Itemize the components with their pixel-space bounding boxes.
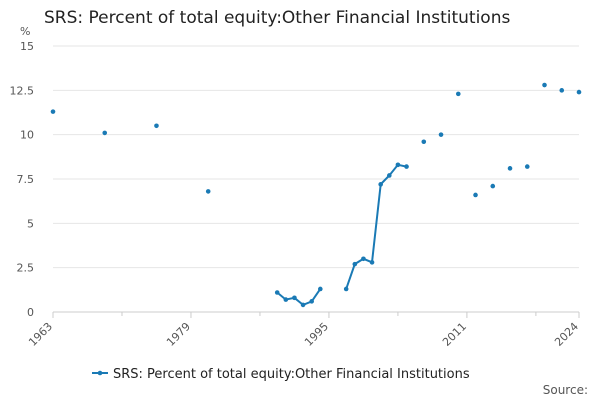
gridlines (53, 45, 579, 313)
data-point[interactable] (283, 297, 289, 302)
data-point[interactable] (154, 123, 159, 129)
y-tick-label: 0 (27, 306, 34, 319)
data-point[interactable] (300, 302, 306, 308)
series-layer (50, 82, 582, 308)
legend: SRS: Percent of total equity:Other Finan… (92, 367, 470, 382)
data-point[interactable] (473, 192, 478, 198)
data-point[interactable] (378, 182, 383, 187)
data-point[interactable] (361, 256, 366, 262)
y-tick-label: 15 (20, 40, 34, 53)
x-tick-label: 2024 (552, 320, 581, 349)
x-axis: 1963 1979 1995 2011 2024 (26, 312, 581, 349)
data-point[interactable] (343, 286, 349, 292)
data-point[interactable] (395, 162, 401, 168)
x-tick-label: 1979 (164, 320, 193, 349)
data-point[interactable] (404, 164, 409, 169)
y-axis-unit-label: % (20, 25, 30, 38)
x-tick-label: 1963 (26, 320, 55, 349)
series-line (276, 288, 322, 307)
x-tick-label: 1995 (302, 320, 331, 349)
data-point[interactable] (102, 130, 108, 136)
data-point[interactable] (50, 109, 56, 114)
y-tick-label: 5 (27, 217, 34, 230)
data-point[interactable] (576, 89, 582, 95)
data-point[interactable] (559, 88, 565, 93)
data-point[interactable] (455, 91, 461, 97)
chart-title: SRS: Percent of total equity:Other Finan… (44, 8, 511, 28)
data-point[interactable] (205, 189, 211, 194)
data-point[interactable] (318, 286, 323, 292)
data-point[interactable] (369, 260, 375, 265)
y-tick-label: 2.5 (17, 262, 35, 275)
data-point[interactable] (292, 295, 297, 301)
data-point[interactable] (490, 183, 496, 189)
data-point[interactable] (542, 82, 547, 88)
data-point[interactable] (421, 139, 427, 145)
data-point[interactable] (438, 132, 444, 137)
data-point[interactable] (386, 173, 392, 178)
y-tick-label: 10 (20, 129, 34, 142)
legend-item-label[interactable]: SRS: Percent of total equity:Other Finan… (113, 367, 470, 382)
data-point[interactable] (309, 299, 314, 304)
y-tick-label: 7.5 (17, 173, 35, 186)
y-axis: 0 2.5 5 7.5 10 12.5 15 (10, 40, 35, 319)
series-line (345, 163, 407, 290)
data-point[interactable] (507, 166, 513, 171)
legend-marker (97, 370, 103, 376)
data-point[interactable] (274, 290, 280, 295)
data-point[interactable] (352, 261, 358, 267)
y-tick-label: 12.5 (10, 84, 35, 97)
source-label: Source: (543, 383, 588, 397)
x-tick-label: 2011 (440, 320, 469, 349)
data-point[interactable] (524, 164, 530, 169)
